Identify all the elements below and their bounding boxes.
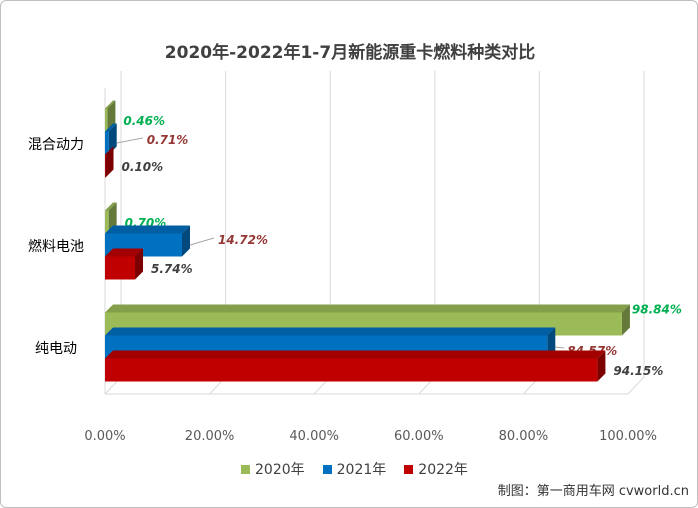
bar-top-face xyxy=(105,146,114,155)
bar-side-face xyxy=(597,350,606,382)
legend-item-2020: 2020年 xyxy=(241,459,305,479)
bar-top-face xyxy=(105,304,630,313)
bar-side-face xyxy=(105,146,114,178)
legend-swatch-2021 xyxy=(322,464,332,474)
bar-top-face xyxy=(105,350,606,359)
bar-top-face xyxy=(105,327,556,336)
x-tick-label: 20.00% xyxy=(185,429,235,444)
legend: 2020年 2021年 2022年 xyxy=(241,459,468,479)
x-tick-label: 0.00% xyxy=(84,429,125,444)
bar-top-face xyxy=(105,225,190,234)
data-label: 14.72% xyxy=(218,233,268,247)
x-tick-label: 40.00% xyxy=(289,429,339,444)
data-label: 5.74% xyxy=(151,262,193,276)
legend-swatch-2022 xyxy=(404,464,414,474)
floor-gridline xyxy=(627,376,645,395)
bar-top-face xyxy=(105,100,116,109)
bar xyxy=(105,256,136,280)
chart-title: 2020年-2022年1-7月新能源重卡燃料种类对比 xyxy=(164,43,536,63)
leader-line xyxy=(116,137,143,144)
bar-side-face xyxy=(135,248,144,280)
bar-side-face xyxy=(181,225,190,257)
data-label: 0.10% xyxy=(122,160,164,174)
category-label: 纯电动 xyxy=(35,341,77,357)
x-tick-label: 80.00% xyxy=(499,429,549,444)
x-tick-label: 60.00% xyxy=(394,429,444,444)
category-label: 混合动力 xyxy=(28,137,84,153)
legend-label-2020: 2020年 xyxy=(255,462,305,478)
bar-top-face xyxy=(105,123,117,132)
legend-label-2022: 2022年 xyxy=(418,462,468,478)
bar-side-face xyxy=(108,123,117,155)
bar-side-face xyxy=(621,304,630,336)
data-label: 0.46% xyxy=(123,114,165,128)
bar-top-face xyxy=(105,248,144,257)
bar xyxy=(105,131,109,155)
legend-label-2021: 2021年 xyxy=(336,462,387,478)
bar xyxy=(105,358,598,382)
credit-text: 制图：第一商用车网 cvworld.cn xyxy=(497,484,689,499)
legend-swatch-2020 xyxy=(241,464,250,474)
bar xyxy=(105,154,106,178)
x-tick-label: 100.00% xyxy=(599,429,657,444)
bar-top-face xyxy=(105,202,117,211)
leader-line xyxy=(189,237,215,246)
bar xyxy=(105,210,109,234)
legend-item-2021: 2021年 xyxy=(322,459,387,479)
leader-line xyxy=(555,346,565,349)
data-label: 94.15% xyxy=(613,364,663,378)
category-label: 燃料电池 xyxy=(28,238,84,255)
legend-item-2022: 2022年 xyxy=(404,459,468,479)
bar xyxy=(105,108,108,132)
data-label: 98.84% xyxy=(632,303,682,317)
data-label: 0.71% xyxy=(147,133,189,147)
